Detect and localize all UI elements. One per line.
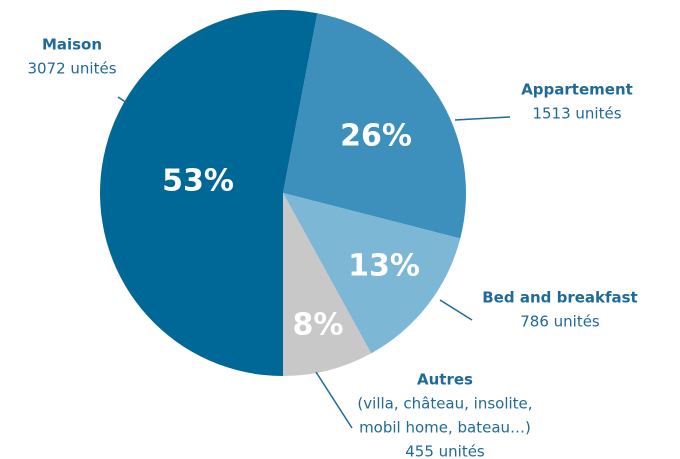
- pie-slice: [283, 193, 372, 376]
- percent-label: 8%: [293, 308, 344, 343]
- category-label: Autres: [417, 371, 473, 389]
- category-label: Maison: [42, 36, 102, 54]
- unit-label: 455 unités: [405, 443, 485, 459]
- leader-line: [454, 116, 511, 121]
- percent-label: 13%: [348, 249, 420, 284]
- unit-label: 1513 unités: [532, 105, 621, 123]
- description: mobil home, bateau…): [359, 419, 531, 437]
- pie-slice: [283, 193, 461, 354]
- pie-slice: [283, 13, 467, 239]
- unit-label: 786 unités: [520, 313, 600, 331]
- leader-line: [439, 299, 473, 321]
- category-label: Bed and breakfast: [482, 289, 637, 307]
- percent-label: 53%: [162, 164, 234, 199]
- percent-label: 26%: [340, 119, 412, 154]
- description: (villa, château, insolite,: [357, 395, 532, 413]
- unit-label: 3072 unités: [27, 60, 116, 78]
- category-label: Appartement: [521, 81, 633, 99]
- leader-line: [315, 371, 353, 429]
- pie-slice: [100, 10, 318, 377]
- leader-line: [117, 96, 128, 104]
